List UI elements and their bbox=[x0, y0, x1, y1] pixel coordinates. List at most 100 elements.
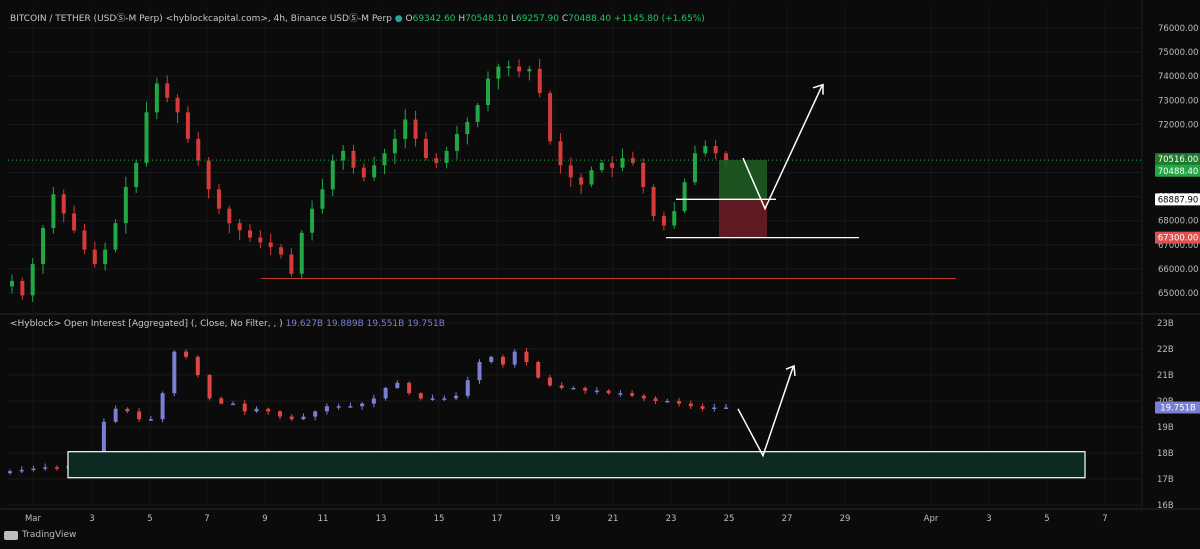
price-candle-body bbox=[641, 162, 646, 187]
price-candle-body bbox=[310, 208, 315, 233]
target-price-tag-bg bbox=[1155, 153, 1200, 166]
price-candle-body bbox=[599, 162, 604, 171]
time-axis[interactable]: Mar 3 5 7 9 11 13 15 17 19 21 23 25 27 29 Apr 3 5 7 bbox=[25, 514, 1108, 524]
status-dot: ● bbox=[394, 14, 403, 24]
oi-tick-label: 23B bbox=[1157, 319, 1174, 329]
oi-candle-body bbox=[524, 351, 529, 362]
time-tick-label: Apr bbox=[924, 514, 939, 524]
time-tick-label: 23 bbox=[666, 514, 677, 524]
tradingview-footer[interactable]: TradingView bbox=[4, 530, 76, 540]
oi-tick-label: 17B bbox=[1157, 475, 1174, 485]
time-tick-label: 7 bbox=[1102, 514, 1107, 524]
entry-price-tag-bg bbox=[1155, 193, 1200, 206]
oi-value-tag: 19.751B bbox=[1160, 403, 1196, 413]
oi-candle-body bbox=[677, 401, 682, 404]
time-tick-label: 5 bbox=[147, 514, 152, 524]
price-tick-label: 65000.00 bbox=[1158, 289, 1199, 299]
oi-candle-body bbox=[289, 416, 294, 420]
oi-candle-body bbox=[231, 403, 236, 406]
time-tick-label: 5 bbox=[1044, 514, 1049, 524]
price-candle-body bbox=[154, 83, 159, 113]
price-candle-body bbox=[610, 162, 615, 168]
oi-candle-body bbox=[454, 395, 459, 399]
symbol-title: BITCOIN / TETHER (USDⓈ-M Perp) <hyblockc… bbox=[10, 14, 392, 24]
price-candle-body bbox=[41, 227, 46, 265]
oi-candle-body bbox=[148, 419, 153, 421]
oi-candle-body bbox=[594, 390, 599, 393]
time-tick-label: 27 bbox=[782, 514, 793, 524]
oi-candle-body bbox=[407, 382, 412, 394]
price-candle-body bbox=[227, 208, 232, 224]
oi-candle-body bbox=[313, 411, 318, 417]
entry-price-tag: 68887.90 bbox=[1158, 195, 1199, 205]
oi-candle-body bbox=[31, 468, 36, 471]
close-value: 70488.40 bbox=[568, 14, 612, 24]
price-candle-body bbox=[454, 134, 459, 151]
price-candle-body bbox=[527, 68, 532, 72]
oi-axis[interactable]: 23B22B21B20B19B18B17B16B19.751B bbox=[1155, 319, 1200, 511]
open-value: 69342.60 bbox=[412, 14, 456, 24]
price-candle-body bbox=[330, 160, 335, 190]
oi-candle-body bbox=[371, 398, 376, 404]
price-axis[interactable]: 76000.00 75000.00 74000.00 73000.00 72000.00… bbox=[1155, 24, 1200, 299]
price-candle-body bbox=[372, 165, 377, 178]
oi-tick-label: 21B bbox=[1157, 371, 1174, 381]
price-candle-body bbox=[682, 182, 687, 212]
time-tick-label: 3 bbox=[986, 514, 991, 524]
price-candle-body bbox=[216, 189, 221, 209]
time-tick-label: 29 bbox=[840, 514, 851, 524]
oi-candle-body bbox=[606, 390, 611, 394]
oi-arrow-head bbox=[785, 364, 796, 376]
time-tick-label: 17 bbox=[492, 514, 503, 524]
oi-candle-body bbox=[547, 377, 552, 386]
price-candle-body bbox=[341, 150, 346, 161]
oi-candle-body bbox=[430, 398, 435, 400]
stop-price-tag: 67300.00 bbox=[1158, 234, 1199, 244]
oi-candle-body bbox=[489, 356, 494, 362]
price-candle-body bbox=[92, 249, 97, 265]
price-candle-body bbox=[475, 105, 480, 122]
oi-candle-body bbox=[301, 416, 306, 420]
oi-demand-zone bbox=[67, 451, 1086, 479]
price-candle-body bbox=[351, 150, 356, 168]
price-candle-body bbox=[724, 153, 728, 161]
price-candle-body bbox=[537, 68, 542, 94]
brand-label: TradingView bbox=[22, 530, 77, 540]
price-tick-label: 73000.00 bbox=[1158, 96, 1199, 106]
price-candle-body bbox=[620, 158, 625, 168]
oi-candle-body bbox=[277, 411, 282, 417]
price-candle-body bbox=[661, 215, 666, 226]
oi-candle-body bbox=[254, 408, 259, 412]
price-tick-label: 67000.00 bbox=[1158, 241, 1199, 251]
price-candle-body bbox=[672, 211, 677, 226]
price-candle-body bbox=[123, 187, 128, 224]
price-candle-body bbox=[258, 237, 263, 243]
oi-candle-body bbox=[512, 351, 517, 365]
high-value: 70548.10 bbox=[465, 14, 509, 24]
time-tick-label: 21 bbox=[608, 514, 619, 524]
price-candle-body bbox=[289, 254, 294, 274]
oi-legend: <Hyblock> Open Interest [Aggregated] (, … bbox=[10, 319, 445, 329]
price-tick-label: 76000.00 bbox=[1158, 24, 1199, 34]
oi-candle-body bbox=[266, 408, 271, 412]
oi-candle-body bbox=[324, 406, 329, 412]
price-candle-body bbox=[72, 213, 77, 231]
grid-lines bbox=[0, 0, 1200, 510]
oi-title: <Hyblock> Open Interest [Aggregated] (, … bbox=[10, 319, 283, 329]
oi-candle-body bbox=[184, 351, 189, 357]
time-tick-label: 9 bbox=[262, 514, 267, 524]
price-candle-body bbox=[279, 247, 284, 255]
oi-candle-body bbox=[442, 398, 447, 400]
price-candle-body bbox=[196, 138, 201, 161]
oi-candle-body bbox=[172, 351, 177, 394]
oi-candle-body bbox=[700, 406, 705, 409]
oi-candle-body bbox=[559, 385, 564, 388]
price-candle-body bbox=[692, 153, 697, 183]
price-candle-body bbox=[206, 160, 211, 190]
price-candle-body bbox=[413, 119, 418, 139]
price-candle-body bbox=[423, 138, 428, 159]
price-candle-body bbox=[30, 264, 35, 296]
price-candle-body bbox=[486, 78, 490, 106]
time-tick-label: 25 bbox=[724, 514, 735, 524]
